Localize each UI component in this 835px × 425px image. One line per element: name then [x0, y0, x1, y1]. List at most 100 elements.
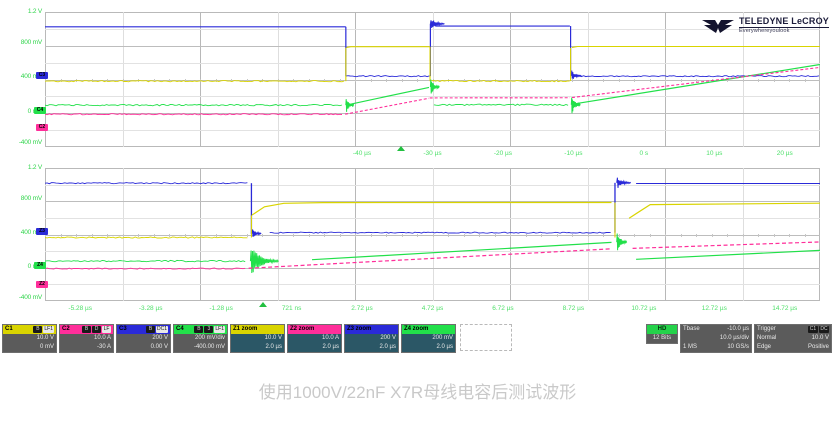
zoom-descriptor-z4[interactable]: Z4 zoom 200 mV 2.0 µs — [401, 324, 456, 353]
channel-name-c1: C1 — [5, 325, 13, 334]
zoom-x-label-4: 2.72 µs — [346, 305, 378, 312]
channel-badge[interactable]: 3 — [204, 326, 213, 333]
channel-badge[interactable]: LF — [102, 326, 111, 333]
timebase-label: Tbase — [683, 325, 700, 334]
main-x-label-4: 0 s — [630, 150, 658, 157]
zoom-time: 2.0 µs — [288, 343, 341, 352]
trigger-source-badges[interactable]: C1 DC — [808, 325, 829, 334]
zoom-plot-canvas — [45, 168, 820, 301]
zoom-x-label-6: 6.72 µs — [487, 305, 519, 312]
channel-name-c4: C4 — [176, 325, 184, 334]
zoom-time: 2.0 µs — [231, 343, 284, 352]
timebase-delay: -10.0 µs — [727, 325, 749, 334]
zoom-name: Z2 zoom — [290, 325, 314, 334]
main-x-label-1: -30 µs — [419, 150, 447, 157]
trigger-arrow-zoom[interactable] — [259, 302, 267, 307]
zoom-scale: 200 mV — [402, 334, 455, 343]
zoom-timebase-plot[interactable] — [45, 168, 820, 301]
trigger-mode: Normal — [757, 334, 776, 343]
main-x-label-3: -10 µs — [559, 150, 587, 157]
main-x-label-5: 10 µs — [700, 150, 728, 157]
zoom-y-label-0: 1.2 V — [0, 164, 42, 171]
timebase-sample-rate: 10 GS/s — [727, 343, 749, 352]
channel-badges-c2[interactable]: B D LF — [82, 326, 111, 333]
zoom-y-label-4: -400 mV — [0, 294, 42, 301]
marker-c2-main[interactable]: C2 — [36, 124, 48, 131]
bits-label: 12 Bits — [647, 334, 677, 343]
channel-badge[interactable]: D — [92, 326, 101, 333]
channel-descriptor-bar: C1 B LF1 10.0 V0 mV C2 B D LF 10.0 A -30 A C3 B DC1 2… — [2, 324, 512, 353]
main-x-label-0: -40 µs — [348, 150, 376, 157]
zoom-scale: 200 V — [345, 334, 398, 343]
zoom-y-label-1: 800 mV — [0, 195, 42, 202]
marker-z4-zoom[interactable]: Z4 — [34, 262, 46, 269]
main-y-label-4: -400 mV — [0, 139, 42, 146]
channel-scale-c3: 200 V — [117, 334, 170, 343]
hd-mode-box[interactable]: HD 12 Bits — [646, 324, 678, 344]
zoom-name: Z4 zoom — [404, 325, 428, 334]
zoom-descriptor-z1[interactable]: Z1 zoom 10.0 V 2.0 µs — [230, 324, 285, 353]
zoom-x-label-8: 10.72 µs — [628, 305, 660, 312]
channel-scale-c1: 10.0 V — [3, 334, 56, 343]
channel-badge[interactable]: B — [146, 326, 155, 333]
zoom-time: 2.0 µs — [402, 343, 455, 352]
brand-tagline: Everywhereyoulook — [739, 29, 829, 35]
channel-badge[interactable]: DC1 — [156, 326, 168, 333]
channel-descriptor-c1[interactable]: C1 B LF1 10.0 V 0 mV — [2, 324, 57, 353]
marker-c3-main[interactable]: C3 — [36, 72, 48, 79]
trigger-badge[interactable]: DC — [819, 326, 829, 333]
zoom-x-label-7: 8.72 µs — [557, 305, 589, 312]
channel-badge[interactable]: B — [194, 326, 203, 333]
trigger-box[interactable]: Trigger C1 DC Normal 10.0 V Edge Positive — [754, 324, 832, 353]
channel-descriptor-c4[interactable]: C4 B 3 LF1 200 mV/div -400.00 mV — [173, 324, 228, 353]
channel-descriptor-c3[interactable]: C3 B DC1 200 V 0.00 V — [116, 324, 171, 353]
channel-badges-c4[interactable]: B 3 LF1 — [194, 326, 225, 333]
zoom-x-label-5: 4.72 µs — [417, 305, 449, 312]
trigger-badge[interactable]: C1 — [808, 326, 818, 333]
zoom-x-label-3: 721 ns — [276, 305, 308, 312]
channel-scale-c4: 200 mV/div — [174, 334, 227, 343]
timebase-scale: 10.0 µs/div — [720, 334, 749, 343]
zoom-x-label-1: -3.28 µs — [135, 305, 167, 312]
zoom-descriptor-z2[interactable]: Z2 zoom 10.0 A 2.0 µs — [287, 324, 342, 353]
timebase-box[interactable]: Tbase -10.0 µs 10.0 µs/div 1 MS 10 GS/s — [680, 324, 752, 353]
zoom-scale: 10.0 A — [288, 334, 341, 343]
marker-c4-main[interactable]: C4 — [34, 107, 46, 114]
channel-badges-c1[interactable]: B LF1 — [33, 326, 54, 333]
channel-badge[interactable]: B — [82, 326, 91, 333]
marker-z3-zoom[interactable]: Z3 — [36, 228, 48, 235]
hd-label: HD — [647, 325, 677, 334]
zoom-scale: 10.0 V — [231, 334, 284, 343]
channel-descriptor-c2[interactable]: C2 B D LF 10.0 A -30 A — [59, 324, 114, 353]
zoom-descriptor-z3[interactable]: Z3 zoom 200 V 2.0 µs — [344, 324, 399, 353]
marker-z2-zoom[interactable]: Z2 — [36, 281, 48, 288]
channel-badge[interactable]: B — [33, 326, 42, 333]
main-y-label-0: 1.2 V — [0, 8, 42, 15]
trigger-arrow-main[interactable] — [397, 146, 405, 151]
channel-scale-c2: 10.0 A — [60, 334, 113, 343]
zoom-name: Z3 zoom — [347, 325, 371, 334]
status-cluster: HD 12 Bits Tbase -10.0 µs 10.0 µs/div 1 … — [646, 324, 832, 353]
main-x-label-2: -20 µs — [489, 150, 517, 157]
channel-offset-c2: -30 A — [60, 343, 113, 352]
teledyne-lecroy-logo: TELEDYNE LeCROY Everywhereyoulook — [701, 16, 829, 36]
descriptor-empty-slot[interactable] — [460, 324, 512, 351]
trigger-level: 10.0 V — [812, 334, 829, 343]
brand-name: TELEDYNE — [739, 16, 789, 26]
channel-name-c3: C3 — [119, 325, 127, 334]
trigger-slope: Positive — [808, 343, 829, 352]
oscilloscope-screenshot: 1.2 V800 mV400 mV0 mV-400 mV-40 µs-30 µs… — [0, 0, 835, 425]
main-y-label-1: 800 mV — [0, 39, 42, 46]
channel-badge[interactable]: LF1 — [214, 326, 225, 333]
channel-badge[interactable]: LF1 — [43, 326, 54, 333]
zoom-x-label-0: -5.28 µs — [64, 305, 96, 312]
main-x-label-6: 20 µs — [771, 150, 799, 157]
zoom-x-label-2: -1.28 µs — [205, 305, 237, 312]
trigger-label: Trigger — [757, 325, 776, 334]
channel-offset-c4: -400.00 mV — [174, 343, 227, 352]
channel-name-c2: C2 — [62, 325, 70, 334]
channel-badges-c3[interactable]: B DC1 — [146, 326, 168, 333]
zoom-x-label-10: 14.72 µs — [769, 305, 801, 312]
zoom-time: 2.0 µs — [345, 343, 398, 352]
zoom-name: Z1 zoom — [233, 325, 257, 334]
